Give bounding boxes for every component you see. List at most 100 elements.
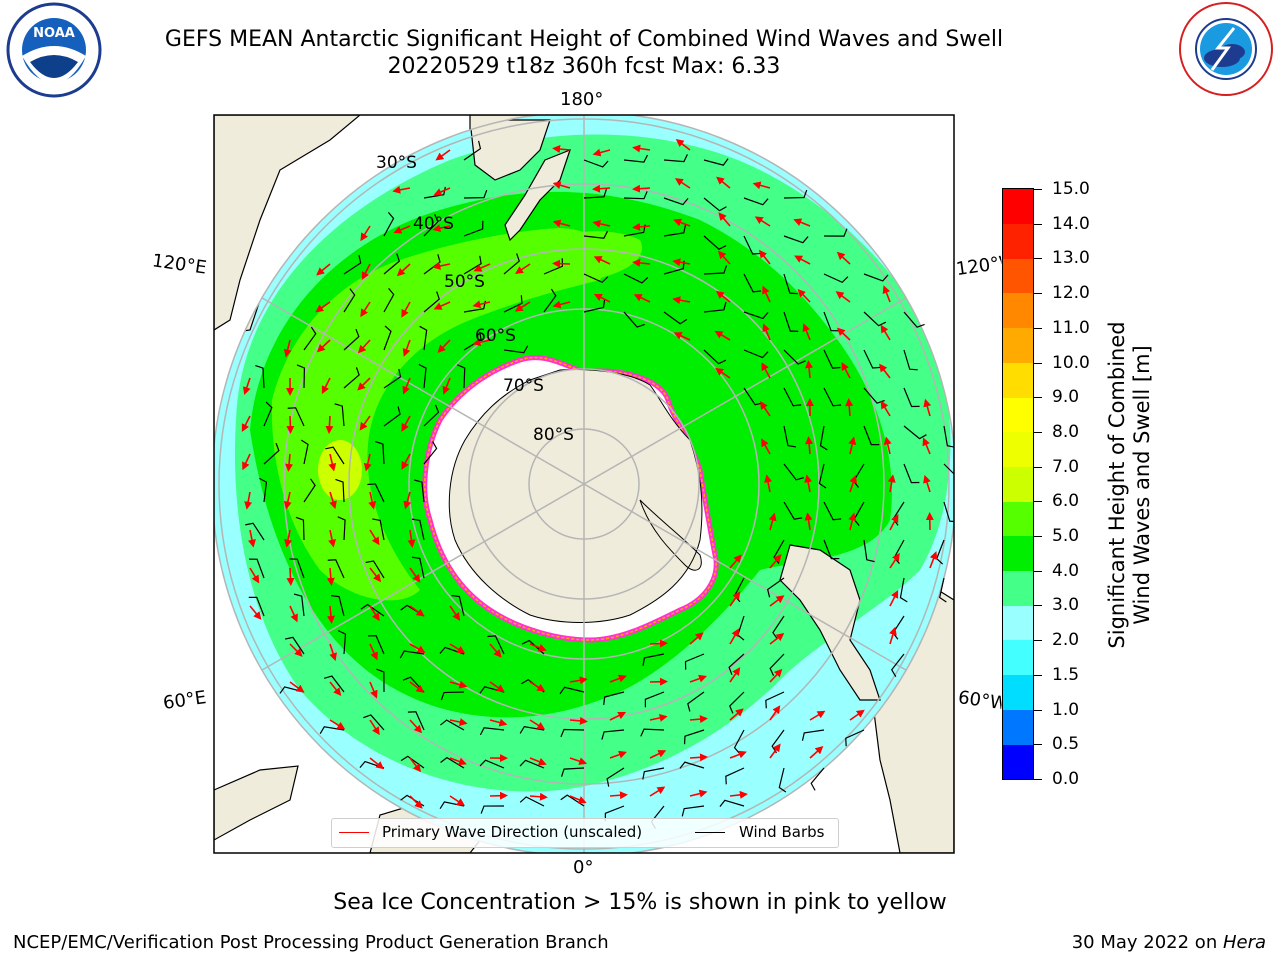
colorbar-segment	[1003, 397, 1033, 433]
colorbar-segment	[1003, 327, 1033, 363]
wave-direction-arrow	[449, 680, 468, 689]
wave-direction-arrow	[889, 626, 897, 645]
wind-barb	[819, 425, 828, 451]
wave-direction-arrow	[329, 643, 337, 662]
wind-barb	[623, 311, 645, 328]
wave-direction-arrow	[592, 184, 611, 193]
wave-direction-arrow	[845, 398, 854, 417]
wind-barb	[327, 559, 345, 579]
wave-direction-arrow	[449, 795, 466, 806]
wind-barb	[325, 446, 345, 465]
wave-direction-arrow	[433, 187, 451, 196]
wind-barb	[903, 349, 918, 371]
wind-barb	[601, 729, 625, 740]
wave-direction-arrow	[609, 711, 627, 721]
wave-direction-arrow	[361, 263, 371, 281]
wave-direction-arrow	[289, 681, 305, 693]
map-subtitle: 20220529 t18z 360h fcst Max: 6.33	[387, 54, 781, 79]
wind-barb	[743, 311, 769, 320]
wave-direction-arrow	[769, 554, 782, 569]
wind-barb	[863, 273, 889, 282]
wind-barb	[890, 653, 905, 677]
wave-direction-arrow	[882, 285, 891, 303]
colorbar-tick-label: 0.5	[1052, 734, 1080, 755]
wind-barb	[583, 188, 607, 199]
colorbar	[1002, 188, 1034, 780]
wind-barb	[503, 345, 529, 354]
wind-barb	[766, 577, 785, 598]
wave-direction-arrow	[672, 296, 691, 305]
wind-barb	[801, 729, 825, 741]
wind-barb	[303, 478, 316, 503]
colorbar-tick-label: 5.0	[1052, 526, 1080, 547]
wave-direction-arrow	[632, 144, 651, 153]
wave-direction-arrow	[401, 301, 411, 318]
wave-direction-arrow	[409, 605, 425, 617]
wave-direction-arrow	[409, 757, 422, 773]
wave-direction-arrow	[326, 567, 335, 586]
colorbar-segment	[1003, 640, 1033, 676]
wind-barb	[783, 235, 809, 244]
wind-barb	[259, 477, 268, 503]
lat-label-30s: 30°S	[376, 153, 417, 173]
lat-label-70s: 70°S	[503, 376, 544, 396]
wave-direction-arrow	[409, 719, 423, 734]
wind-barb	[411, 556, 425, 579]
wind-barb	[337, 630, 347, 655]
wave-direction-arrow	[714, 330, 731, 341]
wind-barb	[411, 518, 425, 541]
wind-barb	[519, 759, 545, 769]
wind-barb	[863, 425, 880, 446]
wave-direction-arrow	[360, 301, 371, 318]
wave-direction-arrow	[689, 753, 708, 762]
wave-direction-arrow	[369, 757, 385, 770]
colorbar-tick-label: 10.0	[1052, 352, 1090, 373]
wind-barb	[783, 273, 798, 295]
wind-barb	[783, 349, 806, 365]
wind-barb	[743, 197, 769, 206]
wave-direction-arrow	[849, 474, 857, 493]
wave-direction-arrow	[593, 293, 611, 303]
wind-barb	[367, 483, 385, 503]
colorbar-tick	[1034, 189, 1042, 190]
wave-direction-arrow	[363, 453, 372, 472]
sea-ice-caption: Sea Ice Concentration > 15% is shown in …	[333, 890, 947, 915]
wind-barb	[560, 767, 585, 777]
wave-direction-arrow	[805, 360, 814, 379]
wind-barb	[743, 349, 769, 359]
wind-barb	[943, 463, 954, 475]
wind-barb	[423, 404, 440, 427]
wave-direction-arrow	[393, 225, 411, 234]
wind-barb	[376, 668, 385, 693]
wind-barb	[407, 711, 425, 731]
wave-height-field	[214, 115, 954, 853]
wind-barb	[810, 767, 825, 791]
wave-direction-arrow	[794, 255, 811, 265]
wave-direction-arrow	[407, 529, 416, 548]
wind-barb	[343, 367, 360, 389]
wave-direction-arrow	[569, 757, 588, 765]
map-title: GEFS MEAN Antarctic Significant Height o…	[164, 27, 1004, 52]
wind-barb	[583, 273, 609, 283]
wind-barb	[863, 311, 887, 327]
wind-barb	[823, 228, 848, 237]
wind-barb	[943, 425, 954, 448]
wind-barb	[463, 189, 488, 199]
colorbar-tick-label: 14.0	[1052, 213, 1090, 234]
wave-direction-arrow	[285, 453, 294, 472]
wave-direction-arrow	[729, 554, 742, 569]
colorbar-segment	[1003, 293, 1033, 329]
colorbar-tick-label: 15.0	[1052, 179, 1090, 199]
wind-barb	[679, 761, 705, 769]
wind-barb	[783, 425, 796, 448]
wind-barb	[423, 214, 439, 237]
wind-barb	[543, 258, 564, 275]
wind-barb	[293, 593, 305, 617]
wave-direction-arrow	[369, 681, 378, 699]
wave-direction-arrow	[769, 705, 781, 721]
wind-barb	[703, 349, 727, 365]
wave-direction-arrow	[529, 757, 547, 766]
wind-barb	[642, 653, 665, 666]
wind-barb	[255, 364, 265, 389]
